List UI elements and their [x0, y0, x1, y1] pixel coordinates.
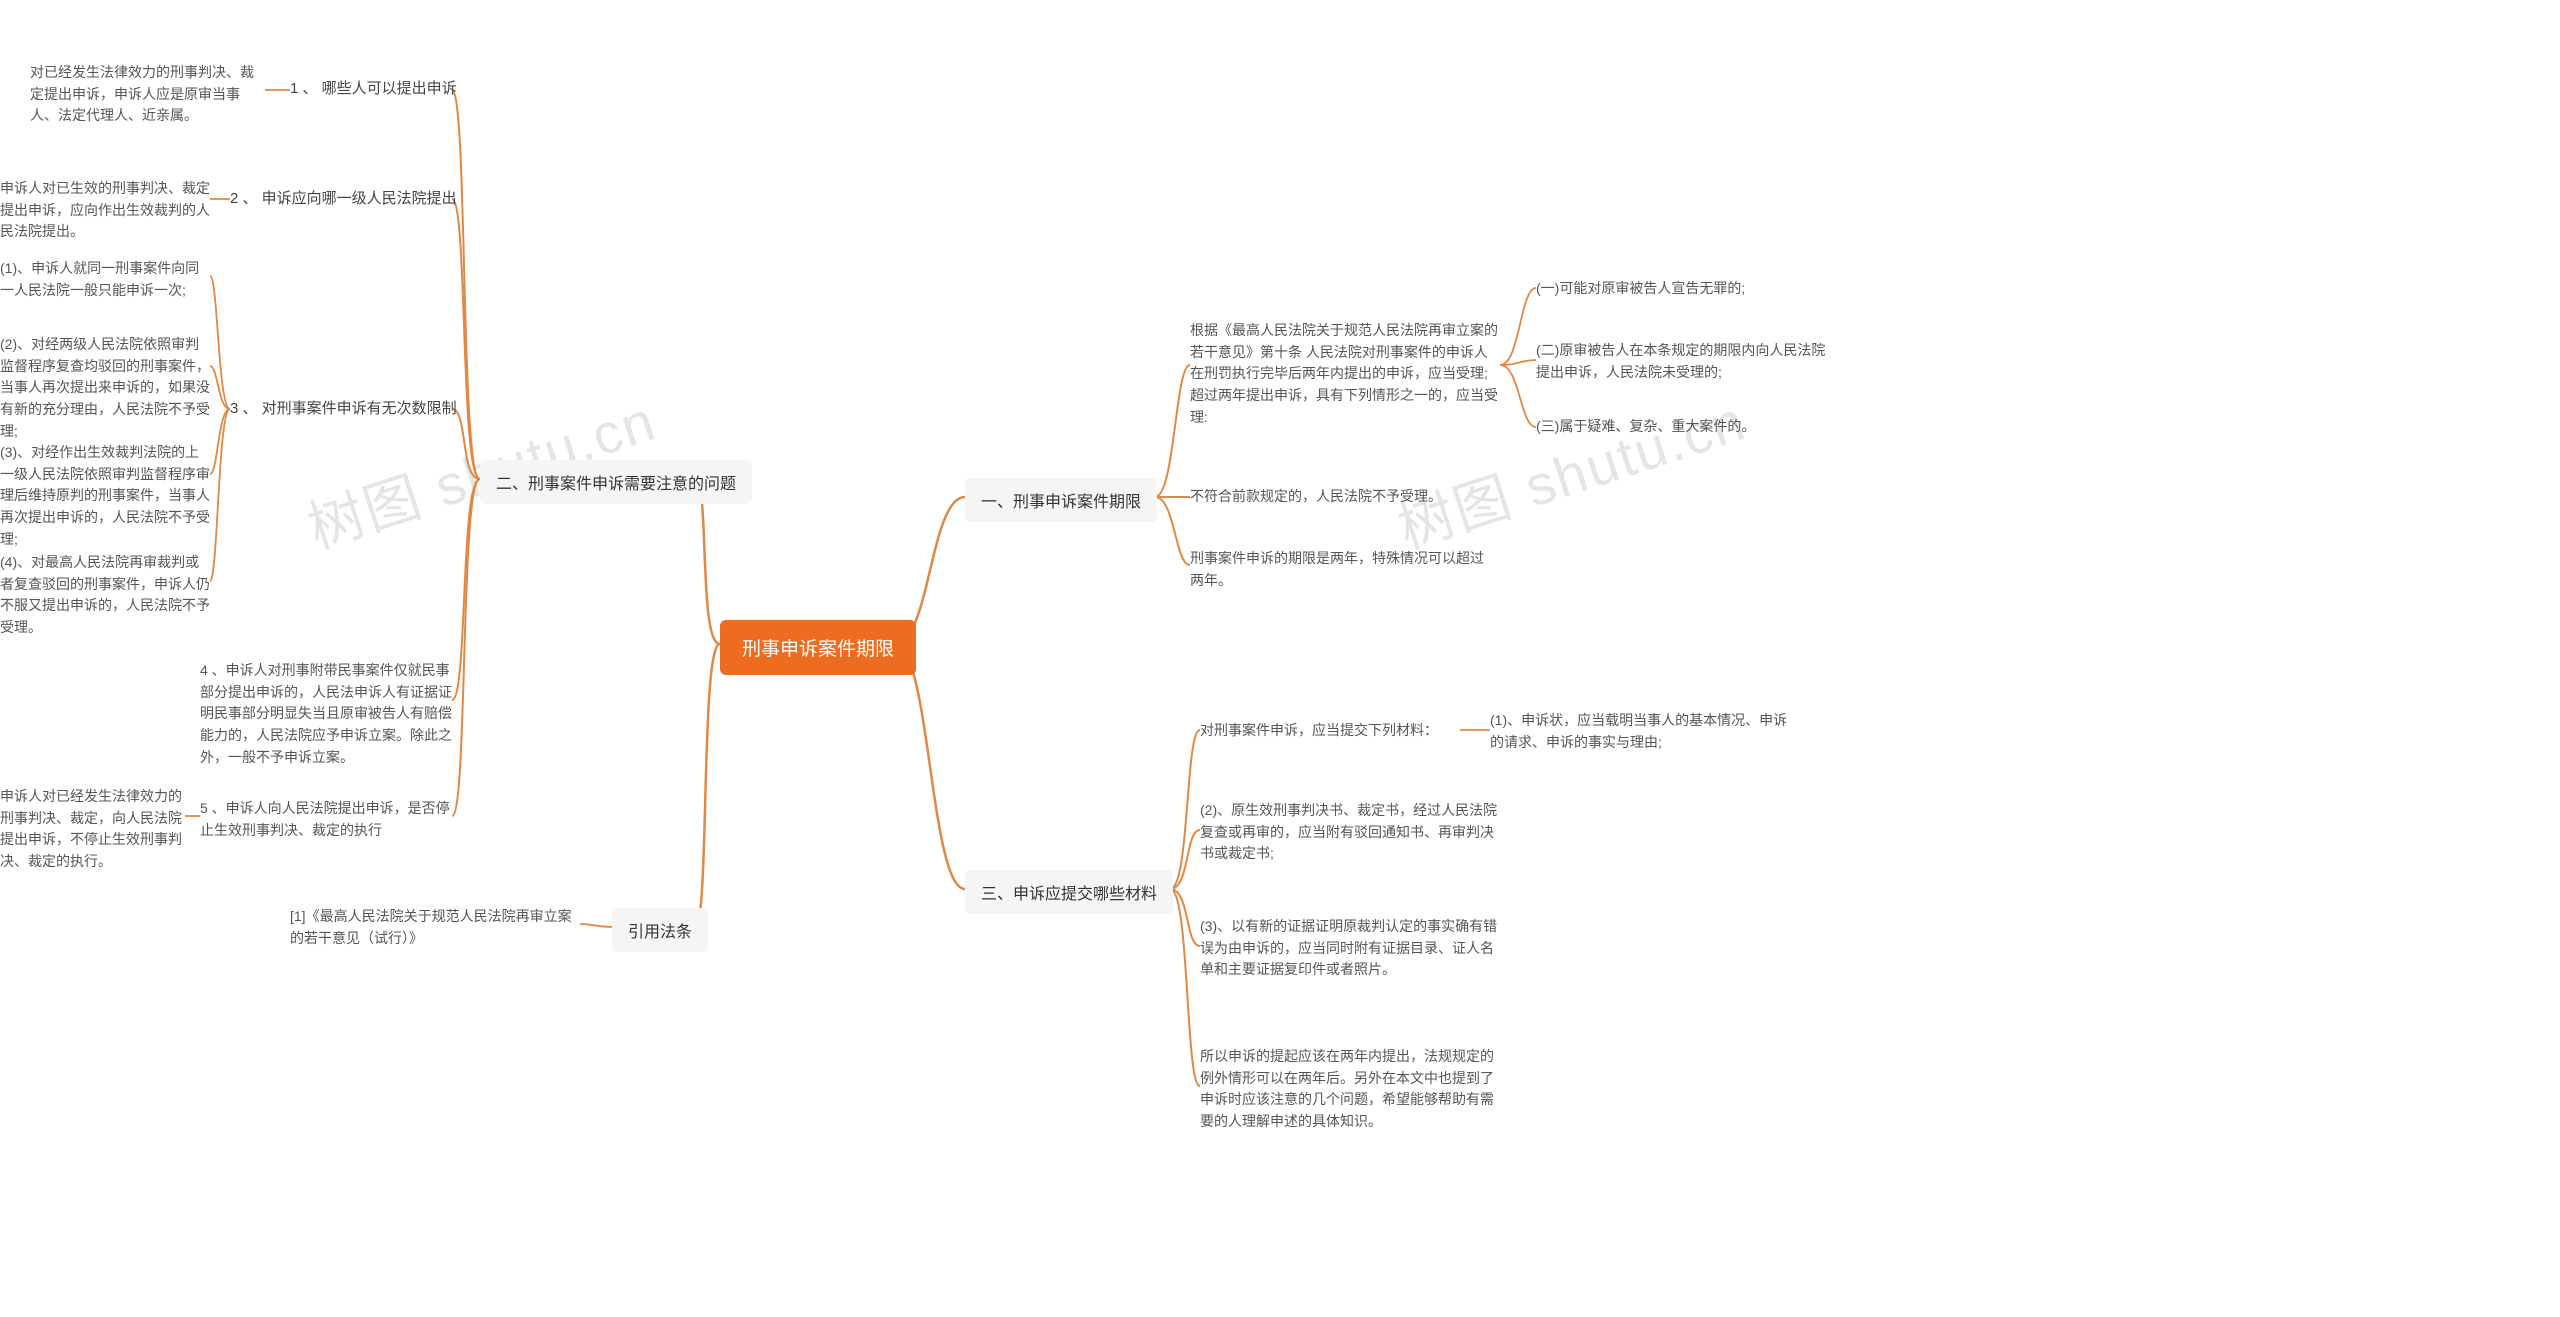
root-node[interactable]: 刑事申诉案件期限 [720, 620, 916, 675]
b2-c2: 2 、 申诉应向哪一级人民法院提出 [230, 188, 457, 211]
b2-c3-d4: (4)、对最高人民法院再审裁判或者复查驳回的刑事案件，申诉人仍不服又提出申诉的，… [0, 552, 210, 639]
b1-c2: 不符合前款规定的，人民法院不予受理。 [1190, 486, 1442, 508]
b3-c4: 所以申诉的提起应该在两年内提出，法规规定的例外情形可以在两年后。另外在本文中也提… [1200, 1046, 1500, 1133]
branch-right-1[interactable]: 一、刑事申诉案件期限 [965, 478, 1157, 522]
b3-c2: (2)、原生效刑事判决书、裁定书，经过人民法院复查或再审的，应当附有驳回通知书、… [1200, 800, 1500, 865]
bref-c1: [1]《最高人民法院关于规范人民法院再审立案的若干意见（试行）》 [290, 906, 580, 949]
b2-c3-d1: (1)、申诉人就同一刑事案件向同一人民法院一般只能申诉一次; [0, 258, 210, 301]
branch-left-2[interactable]: 二、刑事案件申诉需要注意的问题 [480, 460, 752, 504]
b1-c1-d1: (一)可能对原审被告人宣告无罪的; [1536, 278, 1745, 300]
branch-right-3[interactable]: 三、申诉应提交哪些材料 [965, 870, 1173, 914]
b2-c3-d2: (2)、对经两级人民法院依照审判监督程序复查均驳回的刑事案件，当事人再次提出来申… [0, 334, 210, 442]
b1-c3: 刑事案件申诉的期限是两年，特殊情况可以超过两年。 [1190, 548, 1490, 591]
b3-c1: 对刑事案件申诉，应当提交下列材料： [1200, 720, 1438, 742]
branch-left-ref[interactable]: 引用法条 [612, 908, 708, 952]
b1-c1-d3: (三)属于疑难、复杂、重大案件的。 [1536, 416, 1755, 438]
b2-c5-leaf: 申诉人对已经发生法律效力的刑事判决、裁定，向人民法院提出申诉，不停止生效刑事判决… [0, 786, 185, 873]
b2-c3: 3 、 对刑事案件申诉有无次数限制 [230, 398, 457, 421]
b2-c4: 4 、申诉人对刑事附带民事案件仅就民事部分提出申诉的，人民法申诉人有证据证明民事… [200, 660, 460, 768]
b2-c1: 1 、 哪些人可以提出申诉 [290, 78, 457, 101]
b2-c1-leaf: 对已经发生法律效力的刑事判决、裁定提出申诉，申诉人应是原审当事人、法定代理人、近… [30, 62, 265, 127]
b1-c1: 根据《最高人民法院关于规范人民法院再审立案的若干意见》第十条 人民法院对刑事案件… [1190, 320, 1500, 428]
b3-c3: (3)、以有新的证据证明原裁判认定的事实确有错误为由申诉的，应当同时附有证据目录… [1200, 916, 1500, 981]
b2-c3-d3: (3)、对经作出生效裁判法院的上一级人民法院依照审判监督程序审理后维持原判的刑事… [0, 442, 210, 550]
b3-c1-d1: (1)、申诉状，应当载明当事人的基本情况、申诉的请求、申诉的事实与理由; [1490, 710, 1790, 753]
b2-c5: 5 、申诉人向人民法院提出申诉，是否停止生效刑事判决、裁定的执行 [200, 798, 460, 841]
b1-c1-d2: (二)原审被告人在本条规定的期限内向人民法院提出申诉，人民法院未受理的; [1536, 340, 1836, 383]
b2-c2-leaf: 申诉人对已生效的刑事判决、裁定提出申诉，应向作出生效裁判的人民法院提出。 [0, 178, 210, 243]
